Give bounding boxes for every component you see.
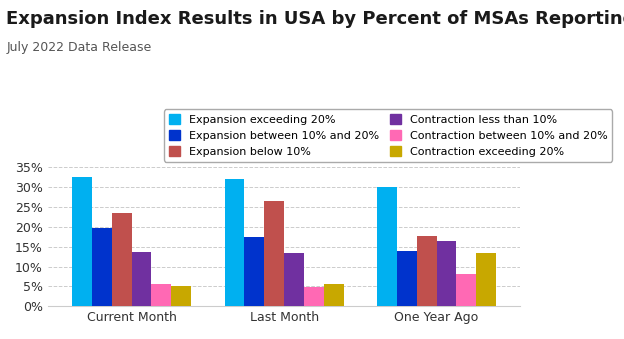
Bar — [112, 213, 132, 306]
Bar — [476, 253, 496, 306]
Bar — [284, 253, 304, 306]
Bar — [152, 284, 171, 306]
Bar — [437, 241, 456, 306]
Bar — [417, 236, 437, 306]
Bar — [72, 177, 92, 306]
Bar — [225, 179, 245, 306]
Bar — [377, 187, 397, 306]
Bar — [265, 201, 284, 306]
Text: July 2022 Data Release: July 2022 Data Release — [6, 41, 152, 54]
Bar — [132, 252, 152, 306]
Bar — [171, 286, 191, 306]
Bar — [304, 287, 324, 306]
Bar — [397, 251, 417, 306]
Bar — [456, 275, 476, 306]
Text: Expansion Index Results in USA by Percent of MSAs Reporting: Expansion Index Results in USA by Percen… — [6, 10, 624, 28]
Bar — [92, 228, 112, 306]
Bar — [245, 237, 265, 306]
Bar — [324, 284, 344, 306]
Legend: Expansion exceeding 20%, Expansion between 10% and 20%, Expansion below 10%, Con: Expansion exceeding 20%, Expansion betwe… — [164, 109, 612, 162]
